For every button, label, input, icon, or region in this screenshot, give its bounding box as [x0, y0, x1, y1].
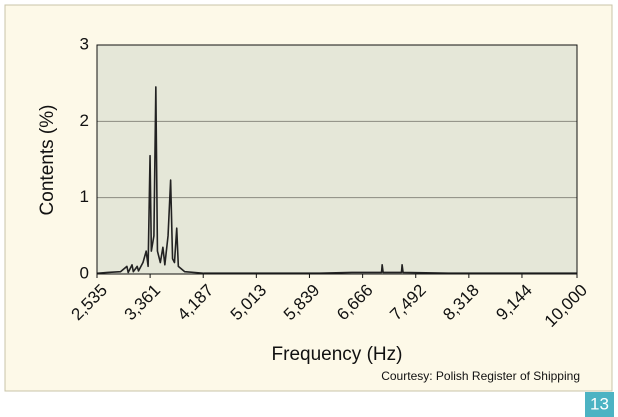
- page-number: 13: [590, 394, 609, 413]
- y-tick-label: 3: [80, 34, 89, 53]
- y-tick-label: 2: [80, 111, 89, 130]
- page-number-box: [585, 392, 614, 417]
- y-tick-label: 0: [80, 263, 89, 282]
- y-tick-label: 1: [80, 187, 89, 206]
- y-axis-title: Contents (%): [37, 105, 58, 216]
- plot-border: [96, 44, 578, 275]
- plot-area: [97, 45, 577, 274]
- spectrum-line: [96, 86, 577, 275]
- source-note: Courtesy: Polish Register of Shipping: [381, 369, 580, 383]
- x-axis-title: Frequency (Hz): [272, 344, 403, 365]
